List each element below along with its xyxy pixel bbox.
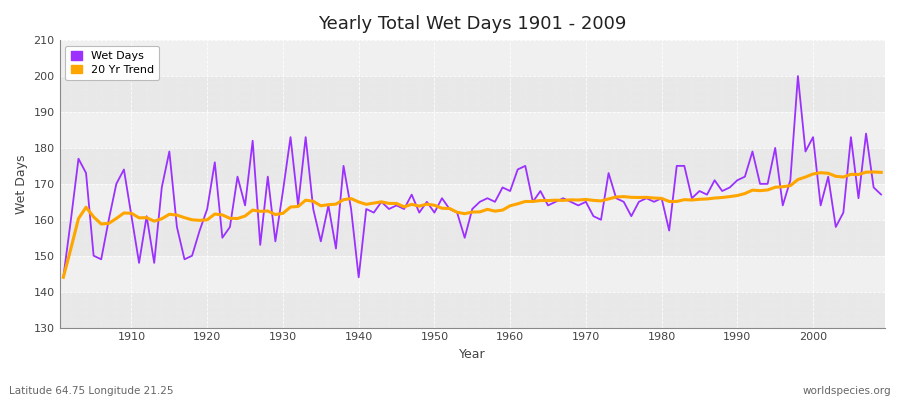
Wet Days — [876, 192, 886, 197]
Bar — [59, 220, 885, 256]
20 Yr Trend — [119, 210, 130, 215]
Bar — [59, 148, 885, 184]
20 Yr Trend — [330, 202, 341, 206]
Line: Wet Days: Wet Days — [63, 76, 881, 277]
20 Yr Trend — [58, 275, 68, 280]
X-axis label: Year: Year — [459, 348, 486, 361]
Text: Latitude 64.75 Longitude 21.25: Latitude 64.75 Longitude 21.25 — [9, 386, 174, 396]
Text: worldspecies.org: worldspecies.org — [803, 386, 891, 396]
Wet Days — [58, 275, 68, 280]
Bar — [59, 76, 885, 112]
20 Yr Trend — [505, 203, 516, 208]
Wet Days — [330, 246, 341, 251]
Wet Days — [497, 185, 508, 190]
Wet Days — [596, 217, 607, 222]
Y-axis label: Wet Days: Wet Days — [15, 154, 28, 214]
Wet Days — [793, 74, 804, 78]
Line: 20 Yr Trend: 20 Yr Trend — [63, 172, 881, 277]
Wet Days — [285, 135, 296, 140]
Title: Yearly Total Wet Days 1901 - 2009: Yearly Total Wet Days 1901 - 2009 — [318, 15, 626, 33]
20 Yr Trend — [876, 170, 886, 175]
20 Yr Trend — [497, 208, 508, 212]
Bar — [59, 292, 885, 328]
Wet Days — [505, 189, 516, 194]
20 Yr Trend — [285, 205, 296, 210]
20 Yr Trend — [868, 170, 879, 174]
20 Yr Trend — [596, 198, 607, 203]
Wet Days — [119, 167, 130, 172]
Legend: Wet Days, 20 Yr Trend: Wet Days, 20 Yr Trend — [65, 46, 159, 80]
